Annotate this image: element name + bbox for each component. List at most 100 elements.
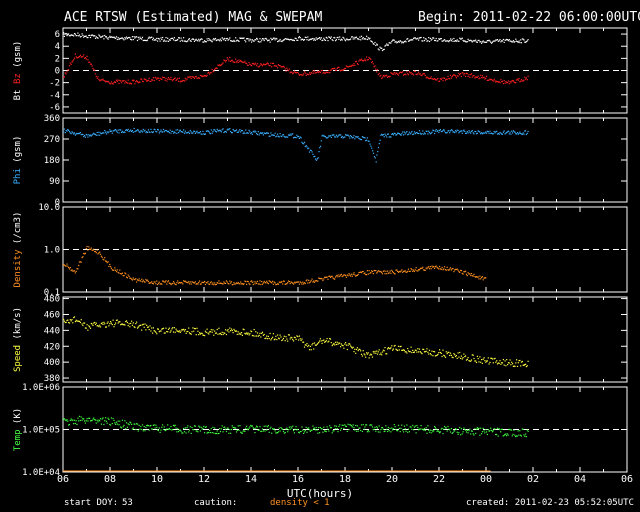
data-point — [251, 65, 253, 67]
data-point — [178, 80, 180, 82]
data-point — [240, 129, 243, 132]
data-point — [368, 431, 370, 433]
y-tick-label: 360 — [44, 114, 60, 124]
data-point — [427, 266, 429, 268]
data-point — [240, 283, 243, 285]
data-point — [123, 424, 125, 426]
data-point — [82, 256, 84, 258]
data-point — [444, 77, 446, 79]
data-point — [214, 332, 217, 334]
data-point — [137, 279, 139, 282]
data-point — [462, 130, 464, 132]
data-point — [253, 131, 255, 133]
data-point — [255, 281, 257, 283]
data-point — [441, 130, 443, 133]
data-point — [517, 133, 519, 135]
data-point — [72, 270, 74, 272]
data-point — [116, 80, 118, 82]
data-point — [68, 424, 70, 426]
data-point — [403, 349, 405, 351]
data-point — [89, 417, 91, 419]
data-point — [423, 40, 426, 42]
data-point — [330, 427, 332, 429]
data-point — [243, 62, 245, 64]
data-point — [159, 40, 161, 42]
data-point — [240, 37, 243, 39]
data-point — [422, 348, 424, 350]
data-point — [221, 63, 223, 65]
data-point — [188, 38, 191, 40]
data-point — [423, 269, 425, 271]
data-point — [182, 283, 184, 285]
data-point — [125, 129, 128, 131]
data-point — [431, 429, 433, 431]
data-point — [142, 279, 144, 281]
data-point — [108, 265, 110, 267]
data-point — [140, 425, 142, 428]
data-point — [187, 131, 189, 134]
data-point — [306, 343, 308, 345]
data-point — [455, 355, 457, 357]
data-point — [333, 430, 335, 432]
data-point — [201, 332, 203, 334]
data-point — [238, 40, 240, 42]
data-point — [357, 430, 359, 432]
data-point — [73, 33, 76, 35]
data-point — [171, 130, 173, 132]
data-point — [68, 321, 70, 324]
data-point — [360, 59, 362, 61]
data-point — [210, 428, 212, 430]
data-point — [121, 323, 123, 325]
data-point — [193, 130, 195, 132]
data-point — [108, 418, 110, 420]
data-point — [283, 280, 285, 282]
data-point — [168, 132, 170, 134]
y-tick-label: 180 — [44, 156, 60, 166]
data-point — [102, 132, 104, 134]
data-point — [395, 348, 397, 350]
data-point — [165, 77, 167, 79]
data-point — [95, 252, 97, 254]
data-point — [273, 65, 275, 67]
data-point — [124, 272, 126, 274]
data-point — [481, 431, 483, 433]
data-point — [215, 39, 217, 42]
data-point — [331, 275, 333, 277]
data-point — [123, 80, 125, 82]
data-point — [73, 57, 76, 59]
data-point — [128, 275, 130, 277]
data-point — [65, 420, 67, 422]
data-point — [451, 76, 453, 78]
data-point — [176, 431, 178, 433]
data-point — [377, 151, 379, 153]
data-point — [204, 133, 206, 135]
data-point — [146, 324, 148, 326]
data-point — [355, 275, 357, 277]
data-point — [266, 40, 269, 42]
data-point — [320, 37, 322, 39]
data-point — [328, 275, 330, 277]
data-point — [76, 57, 78, 59]
data-point — [78, 56, 80, 58]
created-timestamp: created: 2011-02-23 05:52:05UTC — [466, 498, 634, 508]
data-point — [442, 80, 444, 82]
y-axis-label: Bt Bz (gsm) — [13, 41, 23, 101]
data-point — [90, 420, 92, 422]
data-point — [524, 41, 526, 43]
data-point — [89, 420, 92, 422]
data-point — [394, 426, 396, 428]
data-point — [95, 75, 97, 77]
data-point — [366, 59, 368, 61]
data-point — [146, 280, 148, 282]
data-point — [268, 280, 270, 282]
data-point — [99, 132, 102, 134]
data-point — [287, 38, 290, 40]
data-point — [162, 328, 164, 330]
data-point — [319, 145, 322, 147]
data-point — [517, 41, 519, 43]
data-point — [475, 360, 477, 362]
data-point — [98, 252, 100, 254]
data-point — [236, 60, 238, 62]
data-point — [258, 134, 260, 136]
data-point — [111, 36, 113, 38]
